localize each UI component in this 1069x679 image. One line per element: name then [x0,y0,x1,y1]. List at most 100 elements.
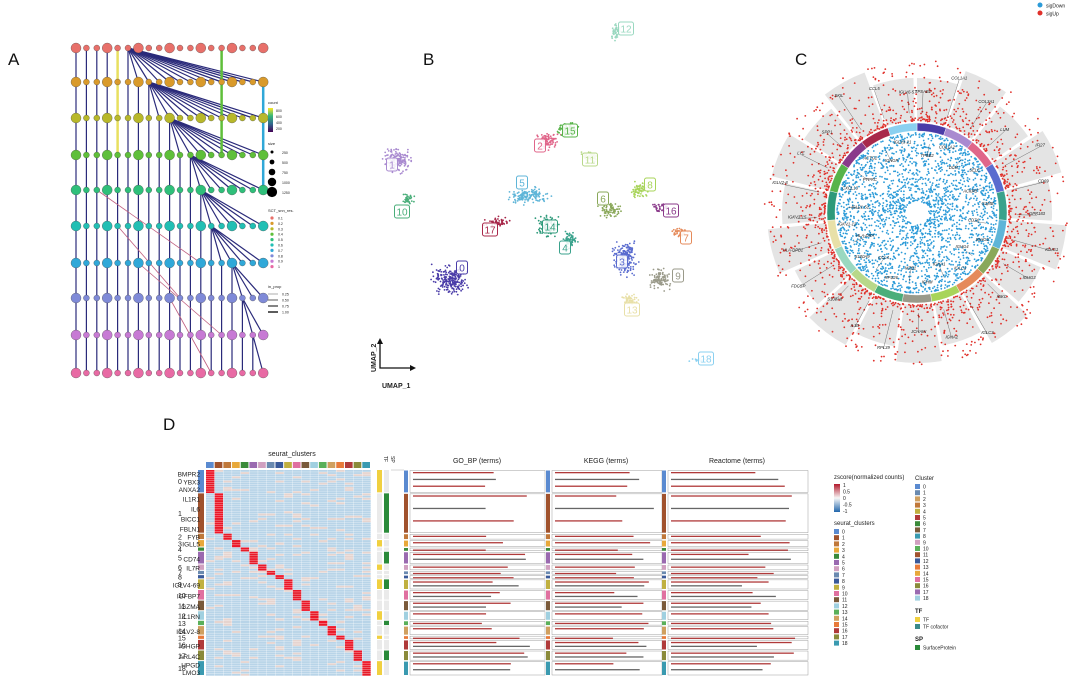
sigup-point [969,318,971,320]
sigup-point [929,307,931,310]
sigup-point [925,303,928,306]
umap-point [432,275,435,278]
clustree-node [133,220,144,232]
umap-point [548,137,550,140]
sigdown-point [946,241,949,243]
sigdown-point [984,178,987,181]
umap-point [633,274,635,276]
sigup-point [798,135,801,137]
sigdown-point [945,274,947,277]
sigdown-point [909,259,911,262]
sigup-point [921,110,924,113]
legend-res-dot [270,254,274,258]
sigdown-point [961,162,963,165]
sigup-point [1002,112,1005,114]
sigdown-point [843,237,846,239]
sigdown-point [967,203,969,206]
sigup-point [772,173,775,176]
sigup-point [993,307,995,310]
sigdown-point [913,288,916,290]
sigdown-point [971,212,974,215]
umap-point [601,209,604,212]
sigup-point [943,117,946,120]
sigup-point [983,148,985,151]
sigdown-point [887,233,890,235]
sigup-point [1035,172,1038,174]
sigdown-point [871,160,874,162]
sigdown-point [914,149,917,152]
sigup-point [1051,146,1054,149]
sigdown-point [874,187,876,190]
sigup-point [824,295,827,298]
sigup-point [942,89,944,91]
umap-cluster-label: 17 [484,226,496,237]
sigup-point [832,251,835,254]
clustree-node [249,114,256,122]
sigup-point [993,149,996,152]
sigdown-point [992,227,995,229]
sigup-point [883,71,885,74]
sigup-point [850,288,853,290]
sigdown-point [938,250,940,253]
umap-point [501,223,504,226]
sigup-point [845,151,848,154]
sigup-point [796,117,798,120]
sigdown-point [968,178,971,181]
sigdown-point [865,196,867,199]
clustree-node [124,186,132,194]
umap-point [633,195,635,198]
sigup-point [818,213,821,216]
sigup-point [981,338,984,341]
clustree-node [102,329,113,341]
sigdown-point [900,211,903,214]
sigdown-point [902,169,905,171]
clustree-node [249,259,256,267]
umap-axes [379,340,414,369]
sigdown-point [913,140,916,143]
umap-point [618,250,621,253]
sigup-point [933,303,935,306]
sigdown-point [975,233,978,235]
sigup-point [915,327,918,330]
umap-point [661,203,663,206]
sigup-point [1019,277,1022,280]
sigup-point [768,201,771,204]
umap-point [672,228,675,231]
sigdown-point [878,209,880,212]
sigdown-point [879,222,882,225]
sigdown-point [868,167,871,170]
sigup-point [777,264,780,267]
sigup-point [898,303,901,306]
sigup-point [847,274,850,276]
sigup-point [1029,250,1032,253]
umap-point [393,149,395,151]
sigdown-point [889,211,892,214]
sigdown-point [941,229,944,232]
sigup-point [891,73,893,75]
umap-point [632,265,635,268]
sigup-point [812,297,815,300]
sigup-point [1004,165,1007,168]
sigdown-point [889,224,892,226]
sigdown-point [901,146,903,149]
clustree-node [258,329,269,341]
sigup-point [881,307,884,310]
sigup-point [947,303,950,306]
sigup-point [991,279,993,281]
umap-point [635,263,637,265]
sigdown-point [968,162,971,165]
sigdown-point [922,227,925,230]
clustree-edge [148,81,212,119]
sigdown-point [908,275,910,278]
sigup-point [808,184,811,187]
sigup-point [819,109,821,112]
sigup-point [893,119,896,122]
sigdown-point [871,203,874,206]
sigup-point [835,163,837,166]
sigup-point [1009,148,1012,150]
umap-point [631,299,634,302]
sigup-point [913,304,915,307]
umap-point [453,274,455,277]
clustree-edge [210,225,233,264]
sigdown-point [939,156,942,159]
